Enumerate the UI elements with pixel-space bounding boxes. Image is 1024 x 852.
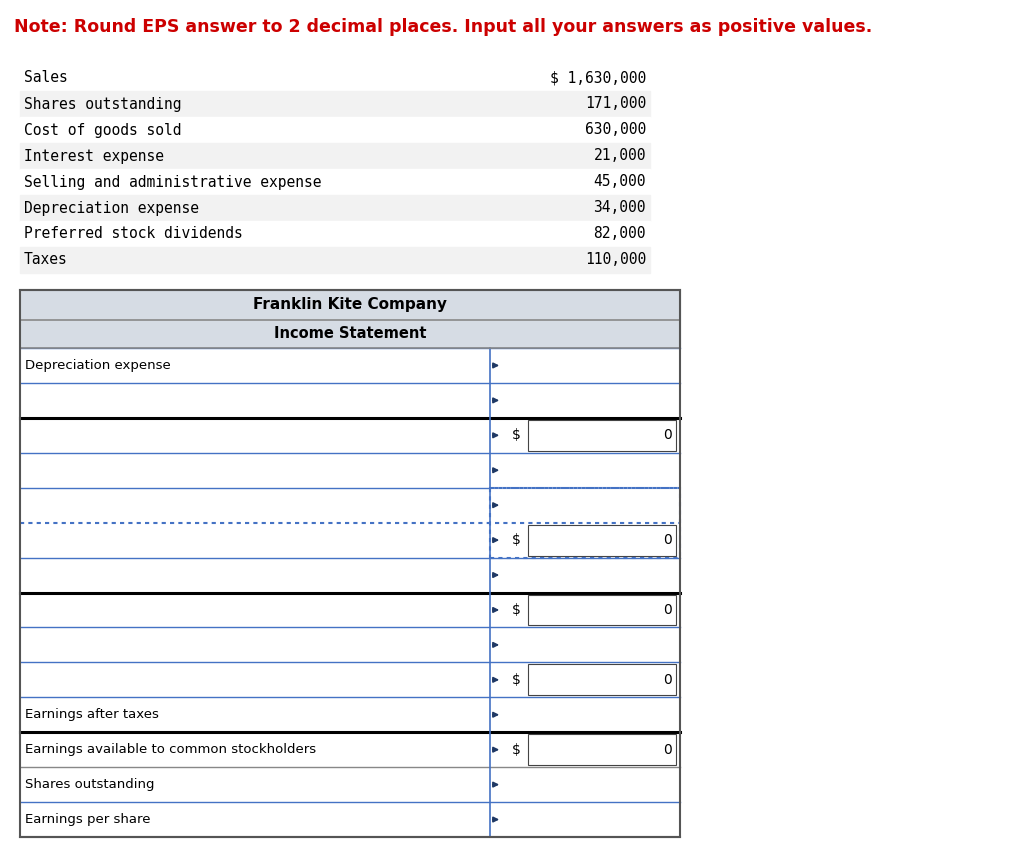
Bar [20,221,650,247]
Text: 82,000: 82,000 [594,227,646,241]
Text: Earnings after taxes: Earnings after taxes [25,708,159,722]
Bar [20,290,680,320]
Bar [20,732,680,767]
Text: $: $ [512,429,521,442]
Bar [528,525,676,556]
Text: Depreciation expense: Depreciation expense [24,200,199,216]
Bar [20,767,680,802]
Text: 0: 0 [664,673,672,687]
Bar [20,383,680,417]
Bar [528,734,676,765]
Bar [20,143,650,169]
Text: 171,000: 171,000 [585,96,646,112]
Text: Cost of goods sold: Cost of goods sold [24,123,181,137]
Bar [20,452,680,487]
Bar [20,417,680,452]
Text: 45,000: 45,000 [594,175,646,189]
Bar [20,802,680,837]
Bar [20,557,680,592]
Text: Depreciation expense: Depreciation expense [25,359,171,372]
Bar [20,290,680,837]
Bar [20,65,650,91]
Bar [20,627,680,662]
Text: Income Statement: Income Statement [273,326,426,342]
Text: 0: 0 [664,429,672,442]
Bar [20,195,650,221]
Text: 0: 0 [664,533,672,547]
Bar [20,169,650,195]
Text: $: $ [512,743,521,757]
Text: 0: 0 [664,603,672,617]
Bar [528,420,676,451]
Bar [20,320,680,348]
Bar [20,487,680,522]
Text: Note: Round EPS answer to 2 decimal places. Input all your answers as positive v: Note: Round EPS answer to 2 decimal plac… [14,18,872,36]
Text: 34,000: 34,000 [594,200,646,216]
Text: Preferred stock dividends: Preferred stock dividends [24,227,243,241]
Bar [528,665,676,695]
Bar [20,662,680,697]
Bar [528,595,676,625]
Text: 110,000: 110,000 [585,252,646,268]
Bar [20,91,650,117]
Text: $ 1,630,000: $ 1,630,000 [550,71,646,85]
Bar [20,592,680,627]
Bar [20,117,650,143]
Text: $: $ [512,533,521,547]
Bar [20,247,650,273]
Text: Earnings per share: Earnings per share [25,813,151,826]
Text: Franklin Kite Company: Franklin Kite Company [253,297,447,313]
Text: Selling and administrative expense: Selling and administrative expense [24,175,322,189]
Text: Shares outstanding: Shares outstanding [24,96,181,112]
Text: 21,000: 21,000 [594,148,646,164]
Text: Taxes: Taxes [24,252,68,268]
Text: Sales: Sales [24,71,68,85]
Text: Interest expense: Interest expense [24,148,164,164]
Text: $: $ [512,603,521,617]
Text: 0: 0 [664,743,672,757]
Text: $: $ [512,673,521,687]
Bar [490,487,680,557]
Bar [20,522,680,557]
Text: 630,000: 630,000 [585,123,646,137]
Text: Earnings available to common stockholders: Earnings available to common stockholder… [25,743,316,757]
Text: Shares outstanding: Shares outstanding [25,778,155,792]
Bar [20,697,680,732]
Bar [20,348,680,383]
